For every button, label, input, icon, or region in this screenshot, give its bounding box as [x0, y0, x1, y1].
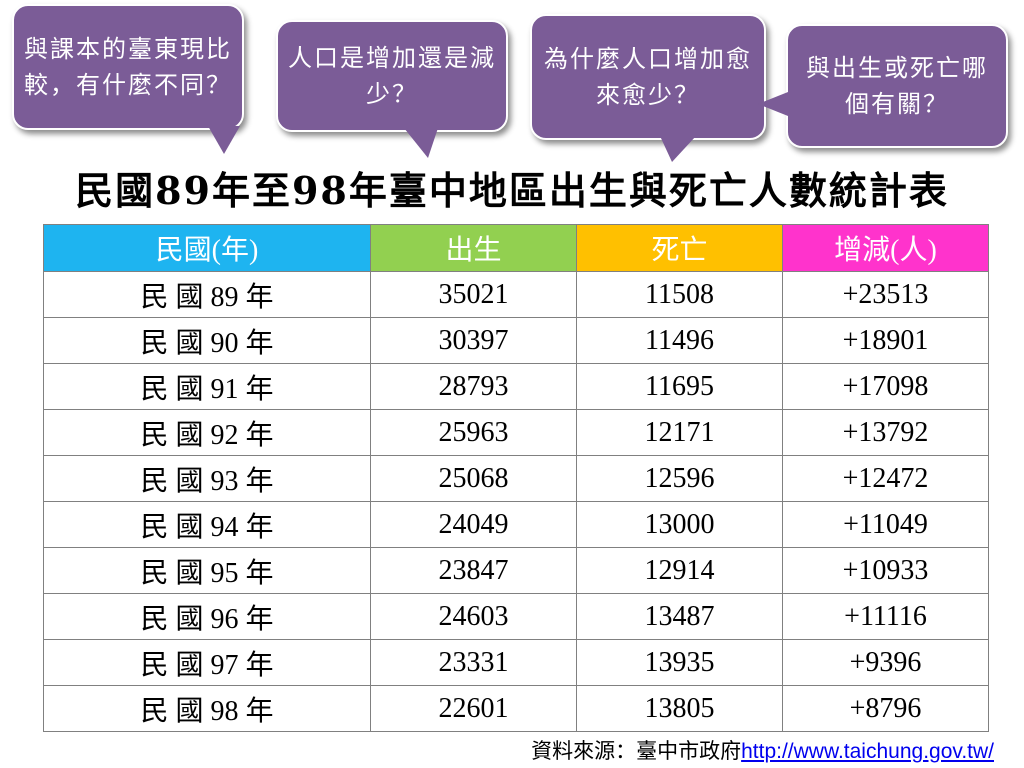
question-bubble-3-text: 為什麼人口增加愈來愈少？: [544, 45, 752, 109]
question-bubble-4-tail: [758, 92, 788, 116]
year-cell: 民 國 97 年: [43, 639, 371, 686]
question-bubble-3: 為什麼人口增加愈來愈少？: [530, 14, 766, 140]
question-bubble-4-text: 與出生或死亡哪個有關？: [806, 54, 988, 118]
year-cell: 民 國 95 年: [43, 547, 371, 594]
question-bubble-1: 與課本的臺東現比較，有什麼不同？: [12, 4, 244, 130]
change-cell: +18901: [782, 317, 989, 364]
header-year: 民國(年): [43, 224, 371, 272]
question-bubble-2: 人口是增加還是減少？: [276, 20, 508, 132]
change-cell: +10933: [782, 547, 989, 594]
year-cell: 民 國 92 年: [43, 409, 371, 456]
change-cell: +13792: [782, 409, 989, 456]
question-bubble-2-text: 人口是增加還是減少？: [288, 44, 496, 108]
question-bubble-1-text: 與課本的臺東現比較，有什麼不同？: [24, 35, 232, 99]
table-row: 民 國 98 年 22601 13805 +8796: [43, 685, 989, 732]
births-cell: 23331: [370, 639, 577, 686]
change-cell: +11116: [782, 593, 989, 640]
change-cell: +23513: [782, 271, 989, 318]
change-cell: +8796: [782, 685, 989, 732]
year-cell: 民 國 90 年: [43, 317, 371, 364]
table-row: 民 國 90 年 30397 11496 +18901: [43, 317, 989, 364]
question-bubble-3-tail: [660, 136, 696, 162]
change-cell: +11049: [782, 501, 989, 548]
change-cell: +12472: [782, 455, 989, 502]
births-cell: 35021: [370, 271, 577, 318]
deaths-cell: 13805: [576, 685, 783, 732]
births-cell: 24049: [370, 501, 577, 548]
question-bubble-2-tail: [404, 128, 438, 158]
year-cell: 民 國 98 年: [43, 685, 371, 732]
deaths-cell: 12914: [576, 547, 783, 594]
deaths-cell: 12596: [576, 455, 783, 502]
year-cell: 民 國 96 年: [43, 593, 371, 640]
source-link[interactable]: http://www.taichung.gov.tw/: [741, 740, 994, 763]
deaths-cell: 12171: [576, 409, 783, 456]
source-note: 資料來源：臺中市政府http://www.taichung.gov.tw/: [531, 735, 994, 765]
question-bubble-1-tail: [208, 126, 240, 154]
year-cell: 民 國 93 年: [43, 455, 371, 502]
deaths-cell: 11695: [576, 363, 783, 410]
question-bubble-4: 與出生或死亡哪個有關？: [786, 24, 1008, 148]
table-row: 民 國 92 年 25963 12171 +13792: [43, 409, 989, 456]
deaths-cell: 11496: [576, 317, 783, 364]
table-row: 民 國 95 年 23847 12914 +10933: [43, 547, 989, 594]
table-row: 民 國 96 年 24603 13487 +11116: [43, 593, 989, 640]
deaths-cell: 11508: [576, 271, 783, 318]
deaths-cell: 13487: [576, 593, 783, 640]
table-header-row: 民國(年) 出生 死亡 增減(人): [43, 224, 989, 272]
page-title: 民國89年至98年臺中地區出生與死亡人數統計表: [75, 168, 949, 213]
births-cell: 22601: [370, 685, 577, 732]
births-cell: 24603: [370, 593, 577, 640]
year-cell: 民 國 94 年: [43, 501, 371, 548]
table-row: 民 國 91 年 28793 11695 +17098: [43, 363, 989, 410]
births-cell: 25963: [370, 409, 577, 456]
change-cell: +17098: [782, 363, 989, 410]
deaths-cell: 13000: [576, 501, 783, 548]
year-cell: 民 國 91 年: [43, 363, 371, 410]
header-deaths: 死亡: [576, 224, 783, 272]
births-cell: 25068: [370, 455, 577, 502]
table-row: 民 國 97 年 23331 13935 +9396: [43, 639, 989, 686]
year-cell: 民 國 89 年: [43, 271, 371, 318]
births-cell: 23847: [370, 547, 577, 594]
deaths-cell: 13935: [576, 639, 783, 686]
table-row: 民 國 94 年 24049 13000 +11049: [43, 501, 989, 548]
header-births: 出生: [370, 224, 577, 272]
table-row: 民 國 89 年 35021 11508 +23513: [43, 271, 989, 318]
table-row: 民 國 93 年 25068 12596 +12472: [43, 455, 989, 502]
statistics-table: 民國(年) 出生 死亡 增減(人) 民 國 89 年 35021 11508 +235…: [43, 224, 989, 732]
births-cell: 28793: [370, 363, 577, 410]
births-cell: 30397: [370, 317, 577, 364]
source-label: 資料來源：臺中市政府: [531, 739, 742, 763]
change-cell: +9396: [782, 639, 989, 686]
header-change: 增減(人): [782, 224, 989, 272]
